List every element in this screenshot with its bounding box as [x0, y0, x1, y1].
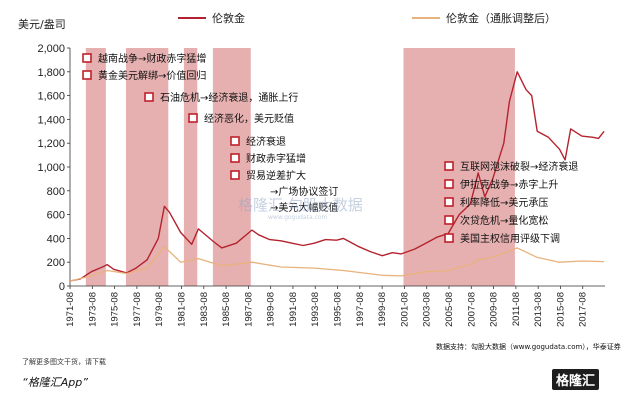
annotations: 越南战争→财政赤字猛增黄金美元解绑→价值回归石油危机→经济衰退，通胀上行经济恶化…: [82, 52, 578, 245]
legend: 伦敦金 伦敦金（通胀调整后）: [178, 11, 556, 25]
x-tick-label: 1977-08: [132, 292, 143, 327]
annotation-bullet: [230, 170, 240, 180]
x-tick-label: 1997-08: [355, 292, 366, 327]
x-tick-label: 1975-08: [110, 292, 121, 327]
y-tick-label: 400: [47, 233, 65, 245]
x-tick-label: 2001-08: [399, 292, 410, 327]
annotation-bullet: [82, 53, 92, 63]
annotation-bullet: [144, 92, 154, 102]
annotation-bullet: [444, 161, 454, 171]
annotation-text: 美国主权信用评级下调: [460, 232, 560, 245]
series-lines: [69, 71, 605, 282]
series-line-gold-inflation-adjusted: [69, 246, 605, 282]
annotation-text: 越南战争→财政赤字猛增: [98, 52, 206, 65]
shaded-period: [183, 48, 198, 286]
watermark-url: www.gogudata.com: [268, 214, 328, 221]
annotation-text: 财政赤字猛增: [246, 152, 306, 165]
y-tick-label: 1,200: [37, 138, 65, 150]
data-source: 数据支持：勾股大数据（www.gogudata.com），华泰证券: [436, 343, 621, 351]
annotation-text: 互联网泡沫破裂→经济衰退: [460, 160, 578, 173]
footer-note: 了解更多图文干货，请下载: [22, 358, 106, 366]
annotation-text: 经济恶化，美元贬值: [204, 112, 294, 125]
x-tick-label: 1973-08: [87, 292, 98, 327]
x-tick-label: 1991-08: [288, 292, 299, 327]
x-tick-label: 1971-08: [65, 292, 76, 327]
x-tick-label: 1983-08: [199, 292, 210, 327]
annotation-text: 伊拉克战争→赤字上升: [460, 178, 558, 191]
x-tick-label: 2017-08: [578, 292, 589, 327]
y-tick-label: 0: [59, 281, 65, 293]
x-tick-label: 2011-08: [511, 292, 522, 326]
x-tick-label: 1999-08: [377, 292, 388, 327]
x-tick-label: 2009-08: [489, 292, 500, 327]
annotation-bullet: [82, 70, 92, 80]
x-tick-label: 2005-08: [444, 292, 455, 327]
x-tick-label: 1979-08: [154, 292, 165, 327]
footer-app-name: “格隆汇App”: [22, 376, 88, 389]
shaded-period: [85, 48, 106, 286]
y-tick-label: 1,800: [37, 67, 65, 79]
annotation-text: 石油危机→经济衰退，通胀上行: [160, 91, 298, 104]
annotation-text: 经济衰退: [246, 135, 286, 148]
axes: 0 200 400 600 800 1,000 1,200 1,400 1,600 1,800 2,…: [18, 17, 605, 327]
annotation-bullet: [230, 136, 240, 146]
annotation-text: →广场协议签订: [270, 185, 338, 198]
y-tick-label: 1,000: [37, 162, 65, 174]
annotation-bullet: [230, 153, 240, 163]
x-tick-label: 2013-08: [533, 292, 544, 327]
annotation-bullet: [444, 233, 454, 243]
x-tick-label: 2003-08: [422, 292, 433, 327]
annotation-text: 贸易逆差扩大: [246, 169, 306, 182]
series-line-gold: [69, 71, 605, 282]
y-tick-label: 600: [47, 210, 65, 222]
y-tick-label: 1,400: [37, 114, 65, 126]
x-tick-label: 1989-08: [266, 292, 277, 327]
annotation-text: 利率降低→美元承压: [460, 196, 548, 209]
y-tick-label: 200: [47, 257, 65, 269]
y-tick-label: 1,600: [37, 91, 65, 103]
annotation-text: →美元大幅贬值: [270, 201, 338, 214]
x-tick-label: 1981-08: [176, 292, 187, 327]
annotation-text: 次贷危机→量化宽松: [460, 214, 548, 227]
annotation-bullet: [444, 179, 454, 189]
annotation-bullet: [188, 113, 198, 123]
annotation-bullet: [444, 197, 454, 207]
annotation-bullet: [444, 215, 454, 225]
annotation-text: 黄金美元解绑→价值回归: [98, 69, 206, 82]
x-tick-label: 1985-08: [221, 292, 232, 327]
x-tick-label: 2015-08: [555, 292, 566, 327]
account-logo: 格隆汇: [552, 369, 600, 390]
legend-label: 伦敦金: [212, 11, 245, 25]
x-tick-label: 1987-08: [243, 292, 254, 327]
y-tick-label: 2,000: [37, 43, 65, 55]
x-tick-label: 2007-08: [466, 292, 477, 327]
x-tick-label: 1995-08: [333, 292, 344, 327]
x-tick-label: 1993-08: [310, 292, 321, 327]
shaded-period: [125, 48, 169, 286]
legend-label: 伦敦金（通胀调整后）: [446, 11, 556, 25]
shaded-period: [212, 48, 251, 286]
y-axis-label: 美元/盎司: [18, 17, 66, 31]
y-tick-label: 800: [47, 186, 65, 198]
